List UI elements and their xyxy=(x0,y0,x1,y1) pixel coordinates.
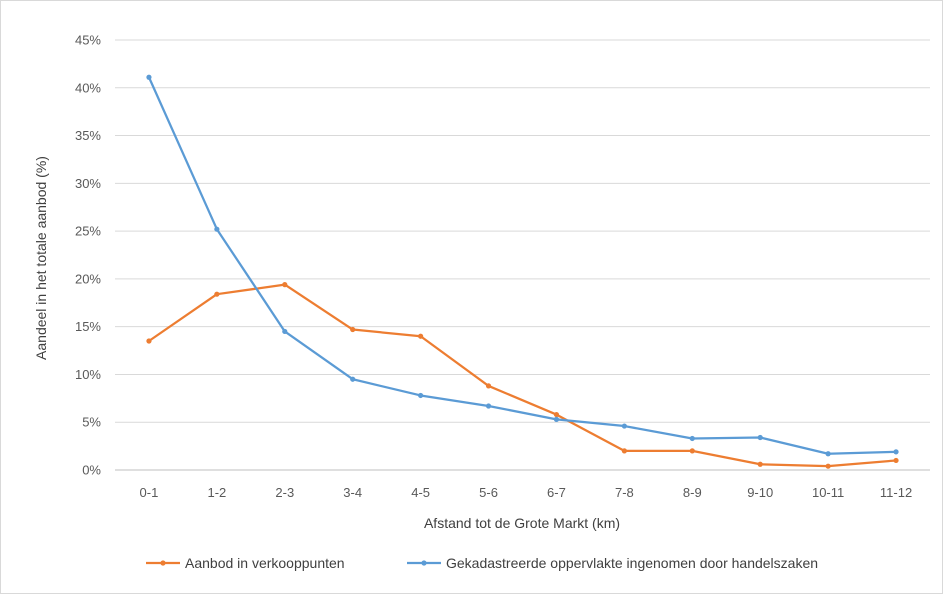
legend: Aanbod in verkooppunten Gekadastreerde o… xyxy=(146,555,818,571)
y-tick-label: 15% xyxy=(75,319,101,334)
data-point xyxy=(282,282,288,288)
data-point xyxy=(621,423,627,429)
x-tick-label: 11-12 xyxy=(880,485,912,500)
gridlines xyxy=(115,39,930,471)
legend-item-1: Gekadastreerde oppervlakte ingenomen doo… xyxy=(407,555,818,571)
legend-marker-1 xyxy=(421,560,427,566)
data-point xyxy=(214,226,220,232)
data-point xyxy=(282,328,288,335)
data-point xyxy=(553,411,560,418)
data-point xyxy=(689,448,695,454)
data-point xyxy=(350,326,356,333)
legend-label-1: Gekadastreerde oppervlakte ingenomen doo… xyxy=(446,555,818,571)
data-point xyxy=(485,383,492,389)
data-point xyxy=(893,457,899,464)
data-point xyxy=(893,449,899,455)
x-axis-title: Afstand tot de Grote Markt (km) xyxy=(424,515,620,531)
data-point xyxy=(214,291,220,297)
data-point xyxy=(146,338,152,344)
series-layer xyxy=(146,74,899,469)
data-point xyxy=(621,448,627,454)
legend-label-0: Aanbod in verkooppunten xyxy=(185,555,345,571)
x-tick-labels: 0-1 1-2 2-3 3-4 4-5 5-6 6-7 7-8 8-9 9-10 10-11 11-1… xyxy=(140,485,913,500)
legend-item-0: Aanbod in verkooppunten xyxy=(146,555,345,571)
series-1 xyxy=(146,74,899,457)
x-tick-label: 8-9 xyxy=(683,485,702,500)
y-tick-labels: 0% 5% 10% 15% 20% 25% 30% 35% 40% 45% xyxy=(75,33,101,478)
y-tick-label: 45% xyxy=(75,33,101,48)
series-line-1 xyxy=(147,76,898,455)
series-0 xyxy=(146,282,899,469)
data-point xyxy=(825,451,831,457)
data-point xyxy=(689,435,695,442)
x-tick-label: 3-4 xyxy=(343,485,362,500)
y-tick-label: 5% xyxy=(82,415,101,430)
y-tick-label: 0% xyxy=(82,463,101,478)
data-point xyxy=(757,434,763,441)
x-tick-label: 7-8 xyxy=(615,485,634,500)
data-point xyxy=(553,416,560,422)
x-tick-label: 10-11 xyxy=(812,485,844,500)
y-tick-label: 30% xyxy=(75,176,101,191)
x-tick-label: 9-10 xyxy=(747,485,773,500)
y-tick-label: 10% xyxy=(75,367,101,382)
data-point xyxy=(418,392,424,399)
data-point xyxy=(757,461,763,467)
x-tick-label: 4-5 xyxy=(411,485,430,500)
x-tick-label: 2-3 xyxy=(275,485,294,500)
x-tick-label: 5-6 xyxy=(479,485,498,500)
y-tick-label: 20% xyxy=(75,271,101,286)
legend-marker-0 xyxy=(160,560,166,566)
x-tick-label: 0-1 xyxy=(140,485,159,500)
data-point xyxy=(146,74,152,80)
data-point xyxy=(350,376,356,382)
x-tick-label: 1-2 xyxy=(207,485,226,500)
x-tick-label: 6-7 xyxy=(547,485,566,500)
y-tick-label: 35% xyxy=(75,128,101,143)
y-axis-title: Aandeel in het totale aanbod (%) xyxy=(33,156,49,360)
y-tick-label: 40% xyxy=(75,80,101,95)
data-point xyxy=(418,333,424,339)
series-line-0 xyxy=(147,283,898,468)
y-tick-label: 25% xyxy=(75,224,101,239)
data-point xyxy=(825,463,831,469)
data-point xyxy=(485,403,492,409)
